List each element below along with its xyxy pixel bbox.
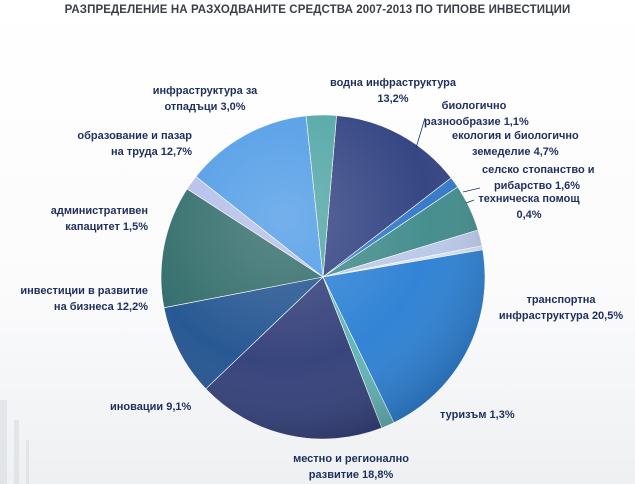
label-teh-line2: 0,4% xyxy=(516,209,542,221)
label-eko-line2: земеделие 4,7% xyxy=(472,146,559,158)
label-transport-line2: инфраструктура 20,5% xyxy=(498,310,624,322)
label-turizam: туризъм 1,3% xyxy=(440,407,515,423)
label-biologichno-raznoobrazie: биологично разнообразие 1,1% xyxy=(424,98,529,130)
label-bio-line1: биологично xyxy=(441,100,507,112)
label-inovacii-line1: иновации 9,1% xyxy=(110,401,192,413)
label-ekologia: екология и биологично земеделие 4,7% xyxy=(452,128,579,160)
leader-bio xyxy=(415,117,426,149)
label-admin-line2: капацитет 1,5% xyxy=(65,221,148,233)
label-mestno-regionalno: местно и регионално развитие 18,8% xyxy=(286,451,416,483)
label-vodna-line1: водна инфраструктура xyxy=(329,77,457,89)
label-biznes-line2: на бизнеса 12,2% xyxy=(53,301,148,313)
label-inovacii: иновации 9,1% xyxy=(110,399,191,415)
label-obrazovanie-line1: образование и пазар xyxy=(77,130,192,142)
label-eko-line1: екология и биологично xyxy=(452,130,579,142)
label-mestno-line1: местно и регионално xyxy=(293,453,409,465)
label-investicii-biznes: инвестиции в развитие на бизнеса 12,2% xyxy=(14,283,148,315)
label-teh-line1: техническа помощ xyxy=(478,193,580,205)
label-bio-line2: разнообразие 1,1% xyxy=(424,116,529,128)
label-mestno-line2: развитие 18,8% xyxy=(308,469,394,481)
label-selsko-line1: селско стопанство и xyxy=(482,164,595,176)
label-selsko-line2: рибарство 1,6% xyxy=(493,180,581,192)
label-transportna-infrastruktura: транспортна инфраструктура 20,5% xyxy=(496,292,626,324)
decorative-bar-3 xyxy=(26,440,29,484)
label-obrazovanie: образование и пазар на труда 12,7% xyxy=(66,128,192,160)
label-turizam-line1: туризъм 1,3% xyxy=(440,409,515,421)
leader-teh xyxy=(465,199,475,204)
label-transport-line1: транспортна xyxy=(526,294,596,306)
chart-title: РАЗПРЕДЕЛЕНИЕ НА РАЗХОДВАНИТЕ СРЕДСТВА 2… xyxy=(64,4,571,16)
label-biznes-line1: инвестиции в развитие xyxy=(20,285,148,297)
label-otpadaci-line1: инфраструктура за xyxy=(152,85,258,97)
leader-selsko xyxy=(462,187,481,193)
label-administrativen-kapacitet: административен капацитет 1,5% xyxy=(42,203,148,235)
label-tehnicheska-pomosht: техническа помощ 0,4% xyxy=(474,191,584,223)
decorative-bar-2 xyxy=(14,420,19,484)
decorative-bar-1 xyxy=(0,400,7,484)
label-selsko-stopanstvo: селско стопанство и рибарство 1,6% xyxy=(482,162,595,194)
label-vodna-infrastruktura: водна инфраструктура 13,2% xyxy=(328,75,458,107)
label-vodna-line2: 13,2% xyxy=(377,93,409,105)
label-obrazovanie-line2: на труда 12,7% xyxy=(111,146,192,158)
label-otpadaci-line2: отпадъци 3,0% xyxy=(164,101,246,113)
pie-shading xyxy=(161,115,485,439)
label-admin-line1: административен xyxy=(50,205,148,217)
label-otpadaci: инфраструктура за отпадъци 3,0% xyxy=(150,83,260,115)
